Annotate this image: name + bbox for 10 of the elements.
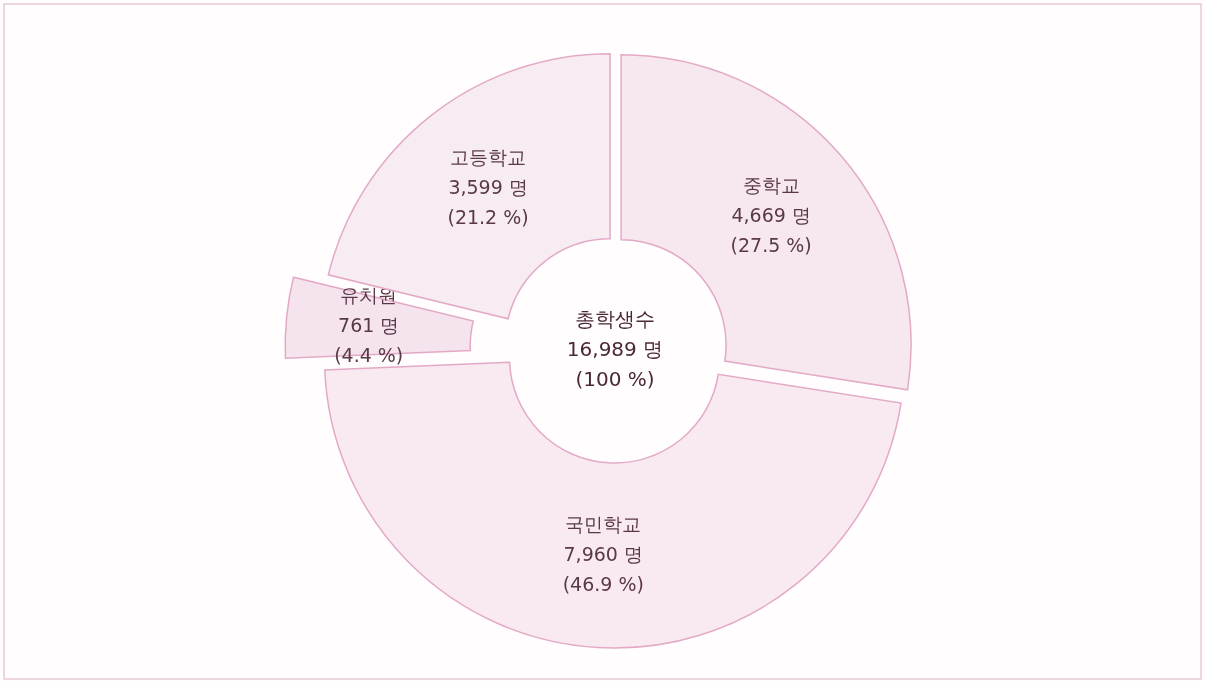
slice-label: 중학교 (742, 173, 800, 196)
slice: 유치원 761 명 (4.4 %) (284, 276, 474, 366)
data-label: 3,599 명 (21.2 %) (447, 175, 529, 228)
data-label: 761 명 (4.4 %) (334, 313, 404, 366)
slice-label: 고등학교 (450, 145, 527, 168)
text: 총학생수 16,989 명 (100 %) (566, 306, 664, 391)
slice-label: 국민학교 (565, 512, 642, 535)
data-label: 4,669 명 (27.5 %) (730, 203, 812, 256)
data-label: 7,960 명 (46.9 %) (562, 542, 644, 595)
slice-label: 유치원 (340, 283, 398, 306)
